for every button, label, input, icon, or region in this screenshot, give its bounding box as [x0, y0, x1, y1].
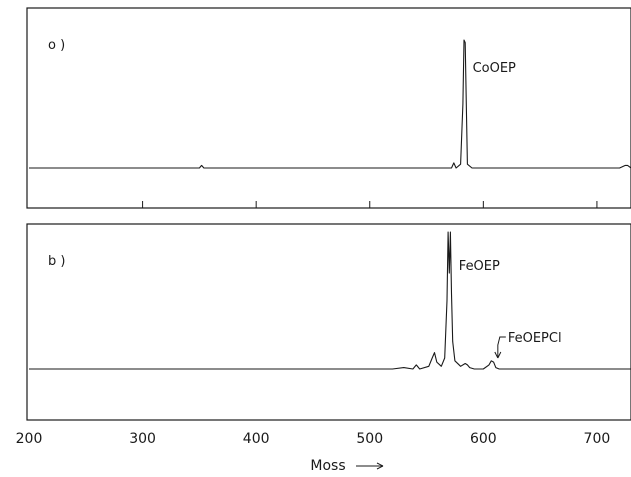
- panel-a-spectrum-trace: [29, 39, 631, 169]
- x-tick-label-500: 500: [356, 431, 383, 447]
- x-axis-direction-arrow: [356, 462, 384, 470]
- feOEPCl-pointer-arrow: [494, 336, 506, 359]
- panel-b-peak-label-feOEP: FeOEP: [459, 259, 500, 274]
- x-tick-label-400: 400: [243, 431, 270, 447]
- panel-b-spectrum-trace: [29, 231, 631, 370]
- panel-b-frame: [26, 223, 631, 421]
- x-axis-label: Moss: [310, 458, 345, 474]
- panel-a: o ) CoOEP: [26, 7, 631, 209]
- panel-b-peak-label-feOEPCl: FeOEPCl: [508, 331, 562, 346]
- x-tick-label-200: 200: [16, 431, 43, 447]
- panel-a-peak-label-coOEP: CoOEP: [473, 61, 516, 76]
- panel-a-frame: [26, 7, 631, 209]
- x-tick-label-300: 300: [129, 431, 156, 447]
- x-tick-label-600: 600: [470, 431, 497, 447]
- panel-b-label: b ): [48, 254, 65, 269]
- panel-a-ticks: [142, 201, 598, 208]
- panel-a-label: o ): [48, 38, 65, 53]
- x-axis-tick-labels: 200 300 400 500 600 700: [16, 431, 611, 447]
- panel-b: b ) FeOEP FeOEPCl: [26, 223, 631, 421]
- x-tick-label-700: 700: [584, 431, 611, 447]
